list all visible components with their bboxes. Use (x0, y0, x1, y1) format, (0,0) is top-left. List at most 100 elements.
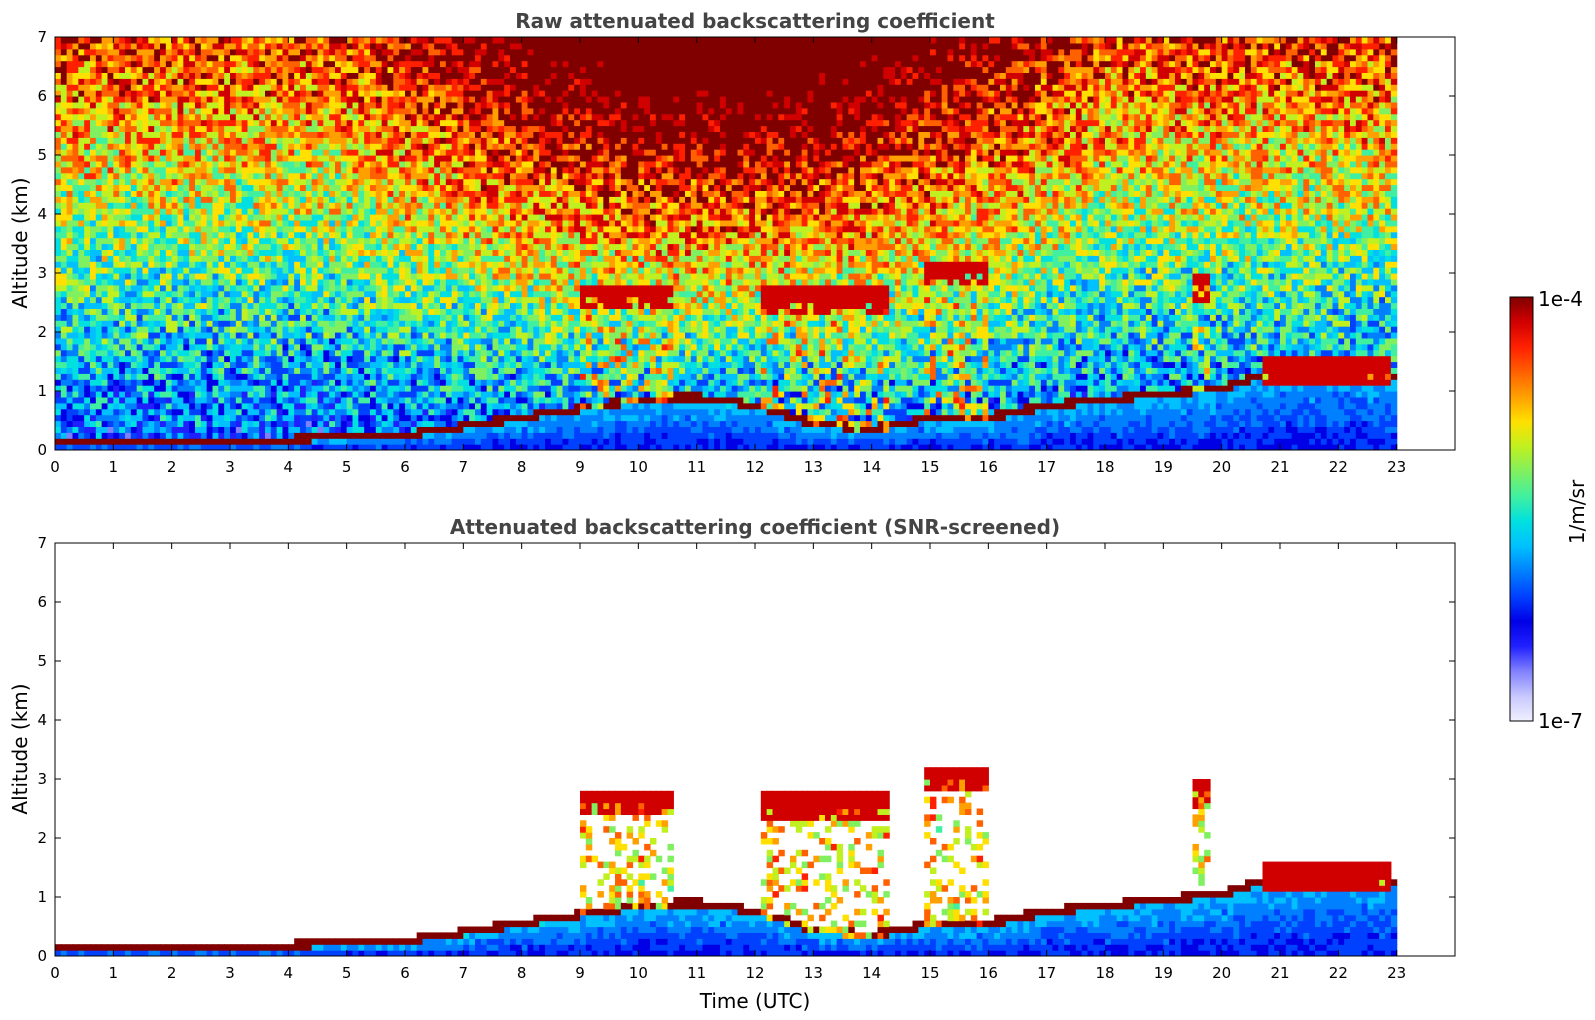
heatmap-cell (72, 273, 79, 280)
heatmap-cell (206, 367, 214, 374)
heatmap-cell (177, 402, 184, 410)
heatmap-cell (66, 202, 74, 209)
heatmap-cell (335, 231, 342, 239)
heatmap-cell (66, 267, 74, 274)
heatmap-cell (241, 166, 249, 174)
heatmap-cell (130, 231, 138, 239)
heatmap-cell (142, 178, 149, 186)
heatmap-cell (224, 355, 231, 363)
heatmap-cell (189, 214, 196, 221)
heatmap-cell (364, 66, 371, 73)
heatmap-cell (358, 231, 365, 239)
heatmap-cell (323, 166, 330, 174)
heatmap-cell (422, 107, 429, 115)
heatmap-cell (375, 48, 383, 56)
heatmap-cell (206, 137, 214, 144)
heatmap-cell (265, 54, 272, 62)
heatmap-cell (422, 320, 429, 327)
heatmap-cell (177, 125, 184, 132)
heatmap-cell (405, 125, 412, 132)
heatmap-cell (405, 37, 412, 44)
heatmap-cell (177, 208, 184, 215)
heatmap-cell (66, 249, 74, 256)
heatmap-cell (323, 243, 330, 250)
heatmap-cell (393, 361, 400, 368)
heatmap-cell (183, 90, 190, 97)
heatmap-cell (55, 202, 62, 209)
heatmap-cell (440, 107, 447, 115)
heatmap-cell (311, 438, 319, 445)
heatmap-cell (410, 320, 418, 327)
heatmap-cell (282, 225, 289, 233)
heatmap-cell (416, 243, 424, 250)
heatmap-cell (352, 231, 359, 239)
heatmap-cell (288, 155, 295, 162)
heatmap-cell (282, 385, 289, 392)
heatmap-cell (457, 432, 464, 439)
heatmap-cell (148, 66, 155, 73)
heatmap-cell (165, 332, 173, 339)
heatmap-cell (206, 426, 214, 433)
heatmap-cell (130, 296, 138, 304)
heatmap-cell (125, 237, 132, 245)
heatmap-cell (416, 190, 424, 197)
heatmap-cell (323, 302, 330, 309)
heatmap-cell (154, 432, 161, 439)
heatmap-cell (300, 178, 307, 186)
heatmap-cell (440, 296, 447, 304)
heatmap-cell (230, 302, 237, 309)
heatmap-cell (451, 184, 459, 191)
heatmap-cell (189, 178, 196, 186)
heatmap-cell (154, 255, 161, 262)
heatmap-cell (428, 426, 435, 433)
heatmap-cell (165, 37, 173, 44)
heatmap-cell (177, 391, 184, 398)
heatmap-cell (440, 149, 447, 156)
heatmap-cell (230, 408, 237, 416)
heatmap-cell (84, 119, 91, 127)
heatmap-cell (463, 160, 470, 168)
heatmap-cell (410, 190, 418, 197)
heatmap-cell (212, 231, 219, 239)
heatmap-cell (381, 149, 389, 156)
heatmap-cell (224, 385, 231, 392)
heatmap-cell (90, 190, 97, 197)
heatmap-cell (282, 208, 289, 215)
heatmap-cell (95, 302, 103, 309)
heatmap-cell (177, 367, 184, 374)
heatmap-cell (428, 337, 435, 345)
heatmap-cell (206, 432, 214, 439)
heatmap-cell (434, 302, 441, 309)
heatmap-cell (189, 343, 196, 351)
heatmap-cell (270, 54, 278, 62)
heatmap-cell (288, 202, 295, 209)
heatmap-cell (416, 278, 424, 286)
heatmap-cell (358, 160, 365, 168)
heatmap-cell (317, 78, 324, 85)
heatmap-cell (375, 125, 383, 132)
heatmap-cell (142, 314, 149, 321)
heatmap-cell (90, 332, 97, 339)
heatmap-cell (224, 96, 231, 103)
heatmap-cell (72, 408, 79, 416)
heatmap-cell (259, 48, 266, 56)
heatmap-cell (340, 255, 348, 262)
heatmap-cell (410, 349, 418, 357)
heatmap-cell (434, 119, 441, 127)
heatmap-cell (300, 131, 307, 138)
heatmap-cell (183, 196, 190, 203)
heatmap-cell (451, 261, 459, 268)
heatmap-cell (323, 119, 330, 127)
heatmap-cell (125, 444, 132, 450)
heatmap-cell (352, 166, 359, 174)
heatmap-cell (451, 349, 459, 357)
heatmap-cell (422, 178, 429, 186)
heatmap-cell (340, 190, 348, 197)
heatmap-cell (177, 48, 184, 56)
heatmap-cell (125, 225, 132, 233)
heatmap-cell (463, 54, 470, 62)
heatmap-cell (375, 37, 383, 44)
heatmap-cell (311, 243, 319, 250)
heatmap-cell (434, 243, 441, 250)
heatmap-cell (329, 107, 336, 115)
